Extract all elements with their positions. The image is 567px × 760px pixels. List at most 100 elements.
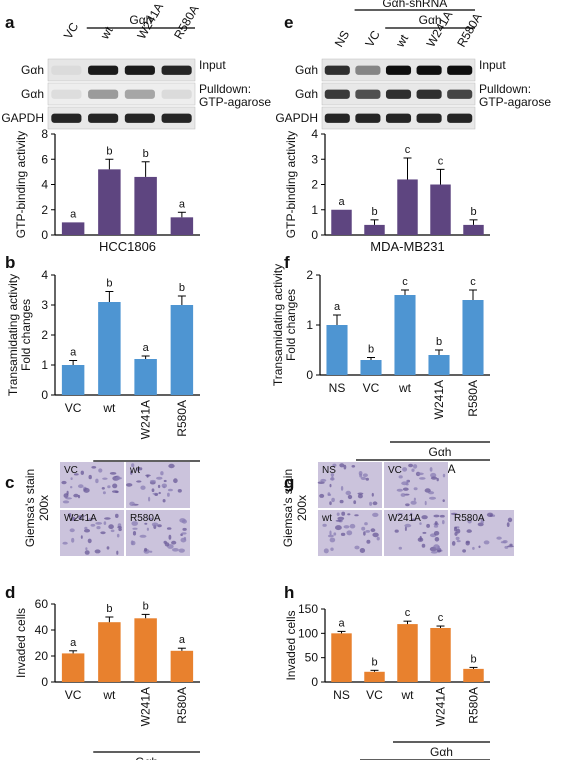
category-label-NS: NS bbox=[329, 381, 346, 395]
significance-letter: c bbox=[402, 276, 408, 288]
micrograph-grid-g: Giemsa's stain 200x NS VC wt W241A R580A bbox=[281, 462, 514, 556]
stained-cell bbox=[95, 478, 99, 484]
category-label-R580A: R580A bbox=[175, 687, 189, 724]
bar-VC bbox=[61, 222, 85, 235]
category-label-W241A: W241A bbox=[139, 687, 153, 726]
stained-cell bbox=[413, 497, 416, 501]
stained-cell bbox=[456, 540, 461, 543]
blot-band bbox=[324, 113, 350, 123]
micrograph-label: W241A bbox=[388, 513, 421, 524]
y-tick-label: 0 bbox=[311, 228, 318, 242]
y-axis-label: GTP-binding activity bbox=[284, 131, 298, 238]
stained-cell bbox=[103, 521, 107, 525]
stained-cell bbox=[322, 523, 327, 527]
blot-band bbox=[385, 89, 412, 99]
stained-cell bbox=[71, 537, 75, 543]
y-tick-label: 60 bbox=[35, 597, 49, 611]
stained-cell bbox=[73, 473, 79, 476]
stained-cell bbox=[419, 477, 426, 480]
lane-label-R580A: R580A bbox=[454, 11, 484, 50]
stained-cell bbox=[472, 546, 475, 550]
micrograph-y-label-magnification: 200x bbox=[37, 495, 51, 521]
lane-label-VC: VC bbox=[61, 20, 82, 42]
micrograph-label: R580A bbox=[454, 513, 485, 524]
stained-cell bbox=[413, 464, 418, 469]
stained-cell bbox=[332, 463, 337, 467]
micrograph-tile bbox=[318, 462, 382, 508]
category-label-wt: wt bbox=[102, 688, 116, 702]
stained-cell bbox=[439, 514, 445, 518]
y-tick-label: 100 bbox=[298, 626, 318, 640]
micrograph-tile bbox=[450, 510, 514, 556]
stained-cell bbox=[478, 545, 481, 549]
blot-strip bbox=[47, 106, 196, 130]
stained-cell bbox=[398, 546, 402, 550]
micrograph-label: wt bbox=[321, 513, 332, 524]
stained-cell bbox=[426, 523, 430, 528]
y-tick-label: 0 bbox=[306, 368, 313, 382]
stained-cell bbox=[156, 476, 163, 480]
stained-cell bbox=[361, 526, 366, 531]
bar-VC bbox=[360, 360, 382, 375]
bar-chart-e: 0 1 2 3 4 GTP-binding activity a b c c b MDA-MB231 bbox=[284, 127, 490, 254]
stained-cell bbox=[102, 491, 106, 495]
significance-letter: b bbox=[106, 145, 112, 157]
blot-band bbox=[324, 65, 350, 75]
bar-VC bbox=[61, 365, 85, 395]
stained-cell bbox=[151, 488, 155, 493]
panel-letter-c: c bbox=[5, 473, 14, 492]
stained-cell bbox=[454, 526, 457, 529]
stained-cell bbox=[151, 522, 159, 527]
stained-cell bbox=[411, 468, 415, 472]
significance-letter: b bbox=[143, 600, 149, 612]
stained-cell bbox=[360, 476, 367, 480]
category-label-VC: VC bbox=[65, 688, 82, 702]
stained-cell bbox=[88, 517, 93, 522]
stained-cell bbox=[131, 521, 138, 526]
stained-cell bbox=[467, 519, 472, 524]
stained-cell bbox=[168, 463, 175, 469]
lane-label-NS: NS bbox=[332, 28, 352, 49]
stained-cell bbox=[451, 541, 456, 546]
stained-cell bbox=[149, 550, 153, 553]
stained-cell bbox=[506, 522, 510, 527]
lane-label-wt: wt bbox=[392, 32, 411, 51]
significance-letter: b bbox=[179, 282, 185, 294]
blot-row-label: GAPDH bbox=[275, 111, 318, 125]
bar-W241A bbox=[430, 627, 451, 682]
stained-cell bbox=[400, 493, 406, 497]
stained-cell bbox=[434, 537, 440, 542]
stained-cell bbox=[70, 477, 73, 480]
stained-cell bbox=[163, 479, 167, 483]
stained-cell bbox=[139, 467, 143, 471]
stained-cell bbox=[376, 536, 380, 541]
significance-letter: b bbox=[143, 148, 149, 160]
stained-cell bbox=[372, 501, 378, 506]
stained-cell bbox=[168, 534, 172, 540]
stained-cell bbox=[148, 496, 151, 502]
stained-cell bbox=[430, 472, 437, 478]
stained-cell bbox=[480, 518, 484, 524]
panel-letter-e: e bbox=[284, 13, 293, 32]
stained-cell bbox=[100, 531, 106, 535]
stained-cell bbox=[394, 529, 399, 533]
lane-label-VC: VC bbox=[362, 28, 383, 50]
y-tick-label: 0 bbox=[311, 675, 318, 689]
stained-cell bbox=[343, 525, 350, 529]
micrograph-label: NS bbox=[322, 465, 336, 476]
micrograph-label: VC bbox=[64, 465, 78, 476]
stained-cell bbox=[162, 499, 166, 503]
bar-W241A bbox=[134, 359, 157, 395]
bar-R580A bbox=[462, 300, 484, 375]
significance-letter: a bbox=[70, 637, 77, 649]
stained-cell bbox=[116, 550, 119, 555]
y-tick-label: 1 bbox=[311, 203, 318, 217]
lane-label-R580A: R580A bbox=[171, 3, 201, 42]
significance-letter: b bbox=[371, 206, 377, 218]
stained-cell bbox=[69, 528, 75, 533]
micrograph-tile bbox=[384, 462, 448, 508]
stained-cell bbox=[434, 521, 438, 526]
stained-cell bbox=[442, 499, 445, 502]
significance-letter: b bbox=[106, 603, 112, 615]
y-tick-label: 8 bbox=[41, 127, 48, 141]
